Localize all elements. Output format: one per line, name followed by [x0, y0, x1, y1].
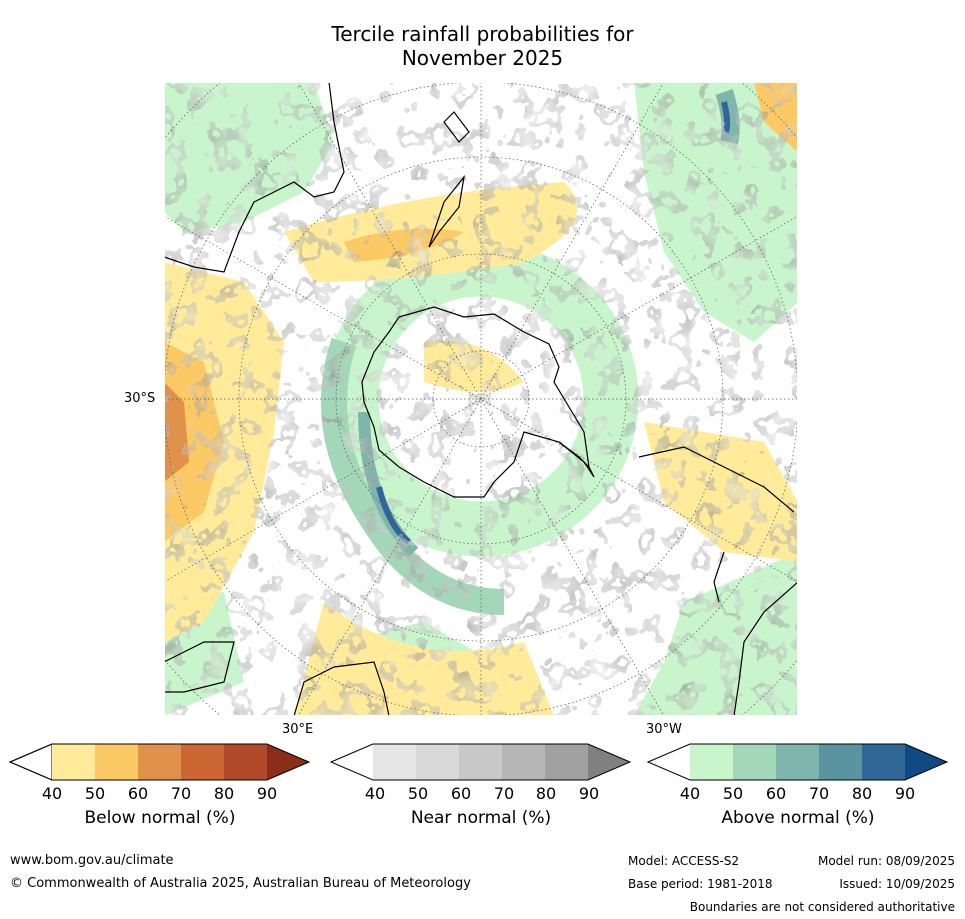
model-run-date: Model run: 08/09/2025 — [817, 854, 955, 868]
longitude-label-30w: 30°W — [646, 722, 682, 737]
colorbar-segment — [905, 744, 947, 780]
tick-label: 90 — [256, 784, 278, 803]
tick-label: 40 — [41, 784, 63, 803]
colorbar-segment — [416, 744, 459, 780]
tick-label: 90 — [578, 784, 600, 803]
colorbar-segment — [733, 744, 776, 780]
title-line-2: November 2025 — [401, 46, 564, 70]
graticule — [164, 82, 798, 716]
tick-label: 50 — [407, 784, 429, 803]
latitude-label-30s: 30°S — [124, 391, 156, 406]
website-link[interactable]: www.bom.gov.au/climate — [10, 853, 174, 868]
title-line-1: Tercile rainfall probabilities for — [331, 22, 634, 46]
colorbar-segment — [181, 744, 224, 780]
tick-label: 50 — [84, 784, 106, 803]
base-period: Base period: 1981-2018 — [628, 877, 773, 891]
copyright-text: © Commonwealth of Australia 2025, Austra… — [10, 876, 471, 891]
colorbar-below-normal-title: Below normal (%) — [84, 808, 236, 828]
colorbar-segment — [8, 743, 53, 781]
polar-rainfall-map — [164, 82, 798, 716]
colorbar-segment — [819, 744, 862, 780]
colorbar-segment — [138, 744, 181, 780]
colorbar-segment — [690, 744, 733, 780]
tick-label: 80 — [535, 784, 557, 803]
tick-label: 60 — [450, 784, 472, 803]
colorbar-segment — [502, 744, 545, 780]
colorbar-segment — [545, 744, 588, 780]
colorbar-segment — [648, 744, 690, 780]
colorbar-above-normal-title: Above normal (%) — [721, 808, 875, 828]
colorbar-above-normal — [646, 743, 949, 781]
boundaries-disclaimer: Boundaries are not considered authoritat… — [689, 900, 955, 914]
tick-label: 60 — [765, 784, 787, 803]
colorbar-segment — [331, 744, 373, 780]
tick-label: 90 — [894, 784, 916, 803]
tick-label: 60 — [127, 784, 149, 803]
colorbar-segment — [373, 744, 416, 780]
tick-label: 40 — [679, 784, 701, 803]
issued-date: Issued: 10/09/2025 — [839, 877, 955, 891]
tick-label: 40 — [364, 784, 386, 803]
model-name: Model: ACCESS-S2 — [628, 854, 740, 868]
map-title: Tercile rainfall probabilities for Novem… — [0, 22, 965, 70]
colorbar-segment — [267, 744, 309, 780]
colorbar-segment — [95, 744, 138, 780]
tick-label: 70 — [808, 784, 830, 803]
colorbar-segment — [588, 744, 630, 780]
colorbar-segment — [459, 744, 502, 780]
colorbar-near-normal — [329, 743, 632, 781]
colorbar-segment — [862, 744, 905, 780]
coastlines — [164, 82, 798, 716]
tick-label: 80 — [213, 784, 235, 803]
longitude-label-30e: 30°E — [282, 722, 314, 737]
colorbar-segment — [224, 744, 267, 780]
colorbar-segment — [52, 744, 95, 780]
colorbar-segment — [776, 744, 819, 780]
tick-label: 50 — [722, 784, 744, 803]
colorbar-below-normal — [8, 743, 311, 781]
tick-label: 80 — [851, 784, 873, 803]
tick-label: 70 — [493, 784, 515, 803]
tick-label: 70 — [170, 784, 192, 803]
colorbar-near-normal-title: Near normal (%) — [410, 808, 552, 828]
